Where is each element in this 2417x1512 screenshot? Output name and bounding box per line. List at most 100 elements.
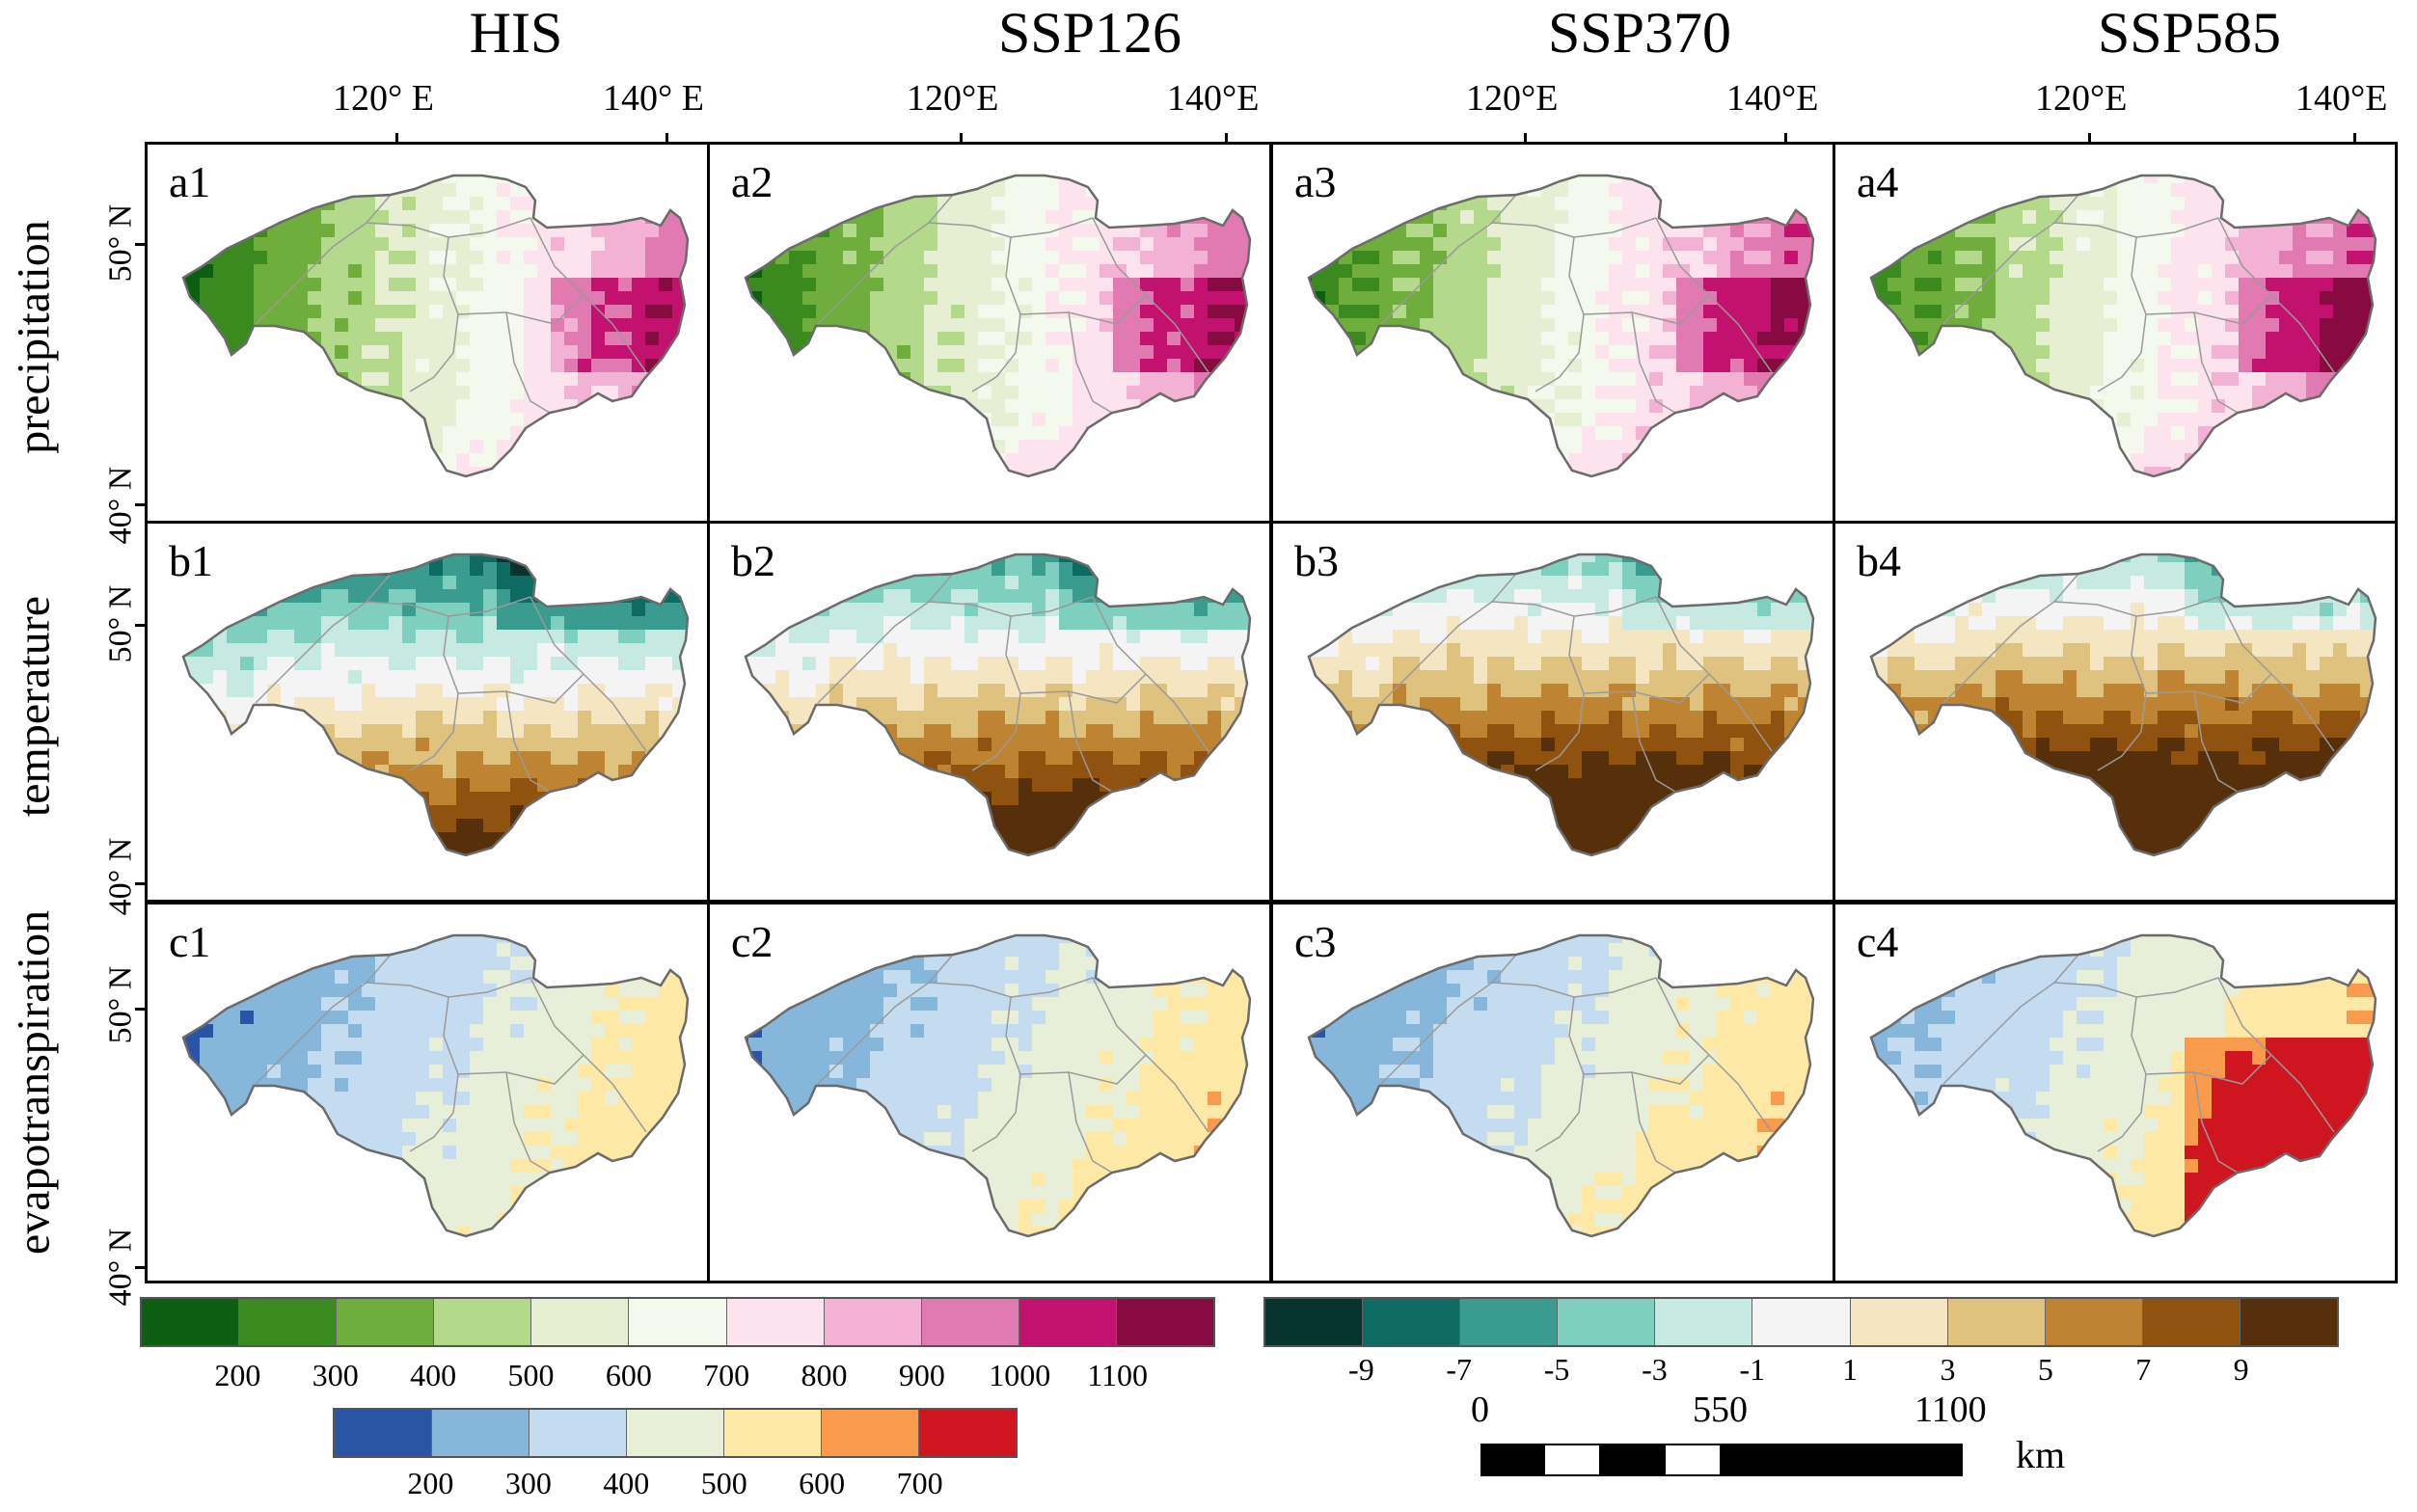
colorbar-swatch xyxy=(1655,1299,1753,1345)
colorbar-tick-label: 400 xyxy=(603,1466,650,1500)
map-panel-b1: b1 xyxy=(145,521,710,903)
sub-basin-boundary xyxy=(1068,690,1113,793)
scale-segment-5 xyxy=(1722,1444,1963,1476)
lat-tick xyxy=(135,624,145,627)
colorbar-swatch xyxy=(629,1299,727,1345)
map-panel-b2: b2 xyxy=(707,521,1272,903)
lat-label-temp-50n: 50° N xyxy=(102,584,139,663)
colorbar-swatch xyxy=(1558,1299,1656,1345)
sub-basin-boundary xyxy=(409,615,459,771)
region-map xyxy=(1869,933,2377,1238)
sub-basin-boundary xyxy=(971,615,1021,771)
colorbar-tick-label: -9 xyxy=(1348,1352,1374,1387)
colorbar-swatch xyxy=(432,1410,530,1456)
lon-tick xyxy=(1784,133,1787,143)
panel-label: a2 xyxy=(731,157,774,206)
sub-basin-boundary xyxy=(1019,1054,1147,1085)
panel-label: a4 xyxy=(1857,157,1899,206)
region-outline xyxy=(744,174,1252,478)
colorbar-swatch xyxy=(2045,1299,2143,1345)
colorbar-tick-label: 700 xyxy=(703,1358,750,1392)
region-outline xyxy=(1307,933,1815,1238)
colorbar-swatch xyxy=(1460,1299,1559,1345)
panel-label: b3 xyxy=(1294,536,1339,585)
colorbar-swatch xyxy=(142,1299,240,1345)
colorbar-swatch xyxy=(335,1410,432,1456)
sub-basin-boundary xyxy=(255,954,392,1085)
sub-basin-boundary xyxy=(1942,194,2079,325)
colorbar-swatch xyxy=(1363,1299,1461,1345)
lat-tick xyxy=(135,243,145,246)
map-panel-c3: c3 xyxy=(1270,902,1835,1283)
precipitation-colorbar xyxy=(140,1297,1215,1347)
sub-basin-boundary xyxy=(817,194,954,325)
column-title-his: HIS xyxy=(469,1,563,65)
colorbar-swatch xyxy=(2240,1299,2338,1345)
region-map xyxy=(181,933,690,1238)
map-panel-a4: a4 xyxy=(1833,142,2398,524)
region-outline xyxy=(1869,174,2377,478)
map-panel-a1: a1 xyxy=(145,142,710,524)
colorbar-swatch xyxy=(1116,1299,1214,1345)
sub-basin-boundary xyxy=(1583,294,1710,325)
colorbar-tick-label: 5 xyxy=(2037,1352,2053,1387)
region-map xyxy=(1869,174,2377,478)
colorbar-tick-label: 600 xyxy=(799,1466,846,1500)
region-map xyxy=(1307,553,1815,857)
colorbar-tick-label: -7 xyxy=(1446,1352,1473,1387)
colorbar-tick-label: 600 xyxy=(605,1358,652,1392)
lon-label-ssp126-140: 140°E xyxy=(1167,78,1260,119)
map-panel-a2: a2 xyxy=(707,142,1272,524)
colorbar-swatch xyxy=(919,1410,1016,1456)
sub-basin-boundary xyxy=(1534,615,1585,771)
region-map xyxy=(181,553,690,857)
region-outline xyxy=(1869,553,2377,857)
scale-label-550: 550 xyxy=(1693,1390,1748,1430)
sub-basin-boundary xyxy=(1631,311,1676,414)
colorbar-tick-label: 200 xyxy=(214,1358,261,1392)
sub-basin-boundary xyxy=(817,954,954,1085)
map-panel-b4: b4 xyxy=(1833,521,2398,903)
sub-basin-boundary xyxy=(1942,954,2079,1085)
region-outline xyxy=(1307,553,1815,857)
row-label-temperature: temperature xyxy=(8,595,60,818)
lon-tick xyxy=(2353,133,2356,143)
lat-label-precip-50n: 50° N xyxy=(102,203,139,283)
map-panel-c1: c1 xyxy=(145,902,710,1283)
sub-basin-boundary xyxy=(2193,690,2239,793)
lon-label-ssp585-140: 140°E xyxy=(2295,78,2388,119)
map-panel-c4: c4 xyxy=(1833,902,2398,1283)
colorbar-tick-label: 1 xyxy=(1842,1352,1859,1387)
sub-basin-boundary xyxy=(457,294,584,325)
sub-basin-boundary xyxy=(457,673,584,704)
sub-basin-boundary xyxy=(505,311,551,414)
lon-label-his-140: 140° E xyxy=(603,78,704,119)
region-outline xyxy=(1869,933,2377,1238)
lon-tick xyxy=(1524,133,1527,143)
region-map xyxy=(1307,174,1815,478)
sub-basin-boundary xyxy=(457,1054,584,1085)
colorbar-swatch xyxy=(724,1410,822,1456)
temperature-colorbar xyxy=(1263,1297,2339,1347)
panel-label: c1 xyxy=(169,917,211,966)
colorbar-tick-label: 900 xyxy=(898,1358,945,1392)
lat-label-precip-40n: 40° N xyxy=(102,466,139,545)
colorbar-tick-label: 700 xyxy=(896,1466,943,1500)
panel-label: b2 xyxy=(731,536,775,585)
colorbar-swatch xyxy=(627,1410,724,1456)
lon-tick xyxy=(1225,133,1228,143)
lon-label-ssp370-120: 120°E xyxy=(1466,78,1559,119)
lat-tick xyxy=(135,882,145,885)
panel-label: c2 xyxy=(731,917,774,966)
colorbar-swatch xyxy=(1947,1299,2046,1345)
map-panel-b3: b3 xyxy=(1270,521,1835,903)
column-title-ssp585: SSP585 xyxy=(2097,1,2282,65)
region-outline xyxy=(181,553,690,857)
panel-label: a3 xyxy=(1294,157,1337,206)
colorbar-swatch xyxy=(530,1410,627,1456)
sub-basin-boundary xyxy=(971,996,1021,1152)
panel-label: b4 xyxy=(1857,536,1901,585)
colorbar-swatch xyxy=(824,1299,922,1345)
sub-basin-boundary xyxy=(1068,311,1113,414)
lat-label-evap-40n: 40° N xyxy=(102,1228,139,1307)
